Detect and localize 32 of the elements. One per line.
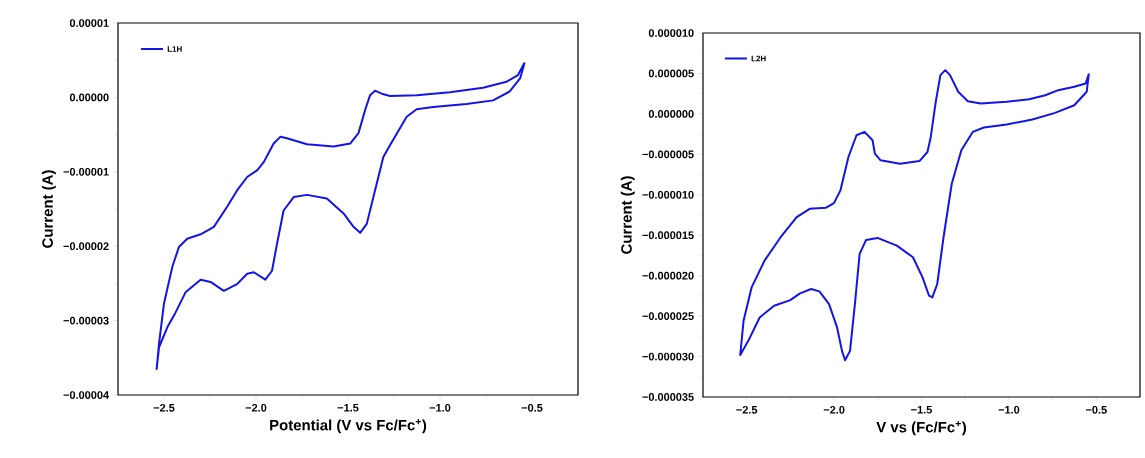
y-axis-title: Current (A) <box>620 176 635 254</box>
y-tick-label: −0.000025 <box>642 312 694 320</box>
y-tick-label: −0.000035 <box>642 393 694 401</box>
y-tick-label: 0.000005 <box>648 69 694 78</box>
y-tick-label: 0.00000 <box>69 93 109 102</box>
y-tick-label: −0.00004 <box>63 391 110 399</box>
y-tick-label: −0.000020 <box>642 271 694 280</box>
x-tick-label: −2.0 <box>245 403 267 412</box>
y-tick-label: 0.000010 <box>648 29 694 37</box>
x-tick-label: −2.5 <box>153 403 175 412</box>
x-tick-label: −2.5 <box>736 405 758 414</box>
x-tick-label: −1.5 <box>337 403 359 412</box>
y-tick-label: −0.00003 <box>63 316 109 325</box>
y-tick-label: 0.000000 <box>648 110 694 118</box>
y-tick-label: 0.00001 <box>69 19 109 27</box>
y-tick-label: −0.000005 <box>642 150 694 159</box>
x-axis-title: V vs (Fc/Fc$^{+}$) <box>876 420 967 436</box>
x-tick-label: −2.0 <box>823 405 845 414</box>
x-tick-label: −1.5 <box>911 405 933 414</box>
line-series <box>739 69 1090 362</box>
y-tick-label: −0.000010 <box>642 190 694 199</box>
y-tick-label: −0.00001 <box>63 167 109 176</box>
x-axis-title: Potential (V vs Fc/Fc$^{+}$) <box>270 418 427 434</box>
x-tick-label: −1.0 <box>998 405 1020 414</box>
line-series <box>155 61 526 370</box>
y-tick-label: −0.000015 <box>642 231 694 240</box>
x-tick-label: −0.5 <box>1085 405 1107 414</box>
x-tick-label: −0.5 <box>521 403 543 412</box>
y-tick-label: −0.000030 <box>642 352 694 361</box>
x-tick-label: −1.0 <box>429 403 451 412</box>
y-tick-label: −0.00002 <box>63 242 109 251</box>
y-axis-title: Current (A) <box>41 170 56 248</box>
